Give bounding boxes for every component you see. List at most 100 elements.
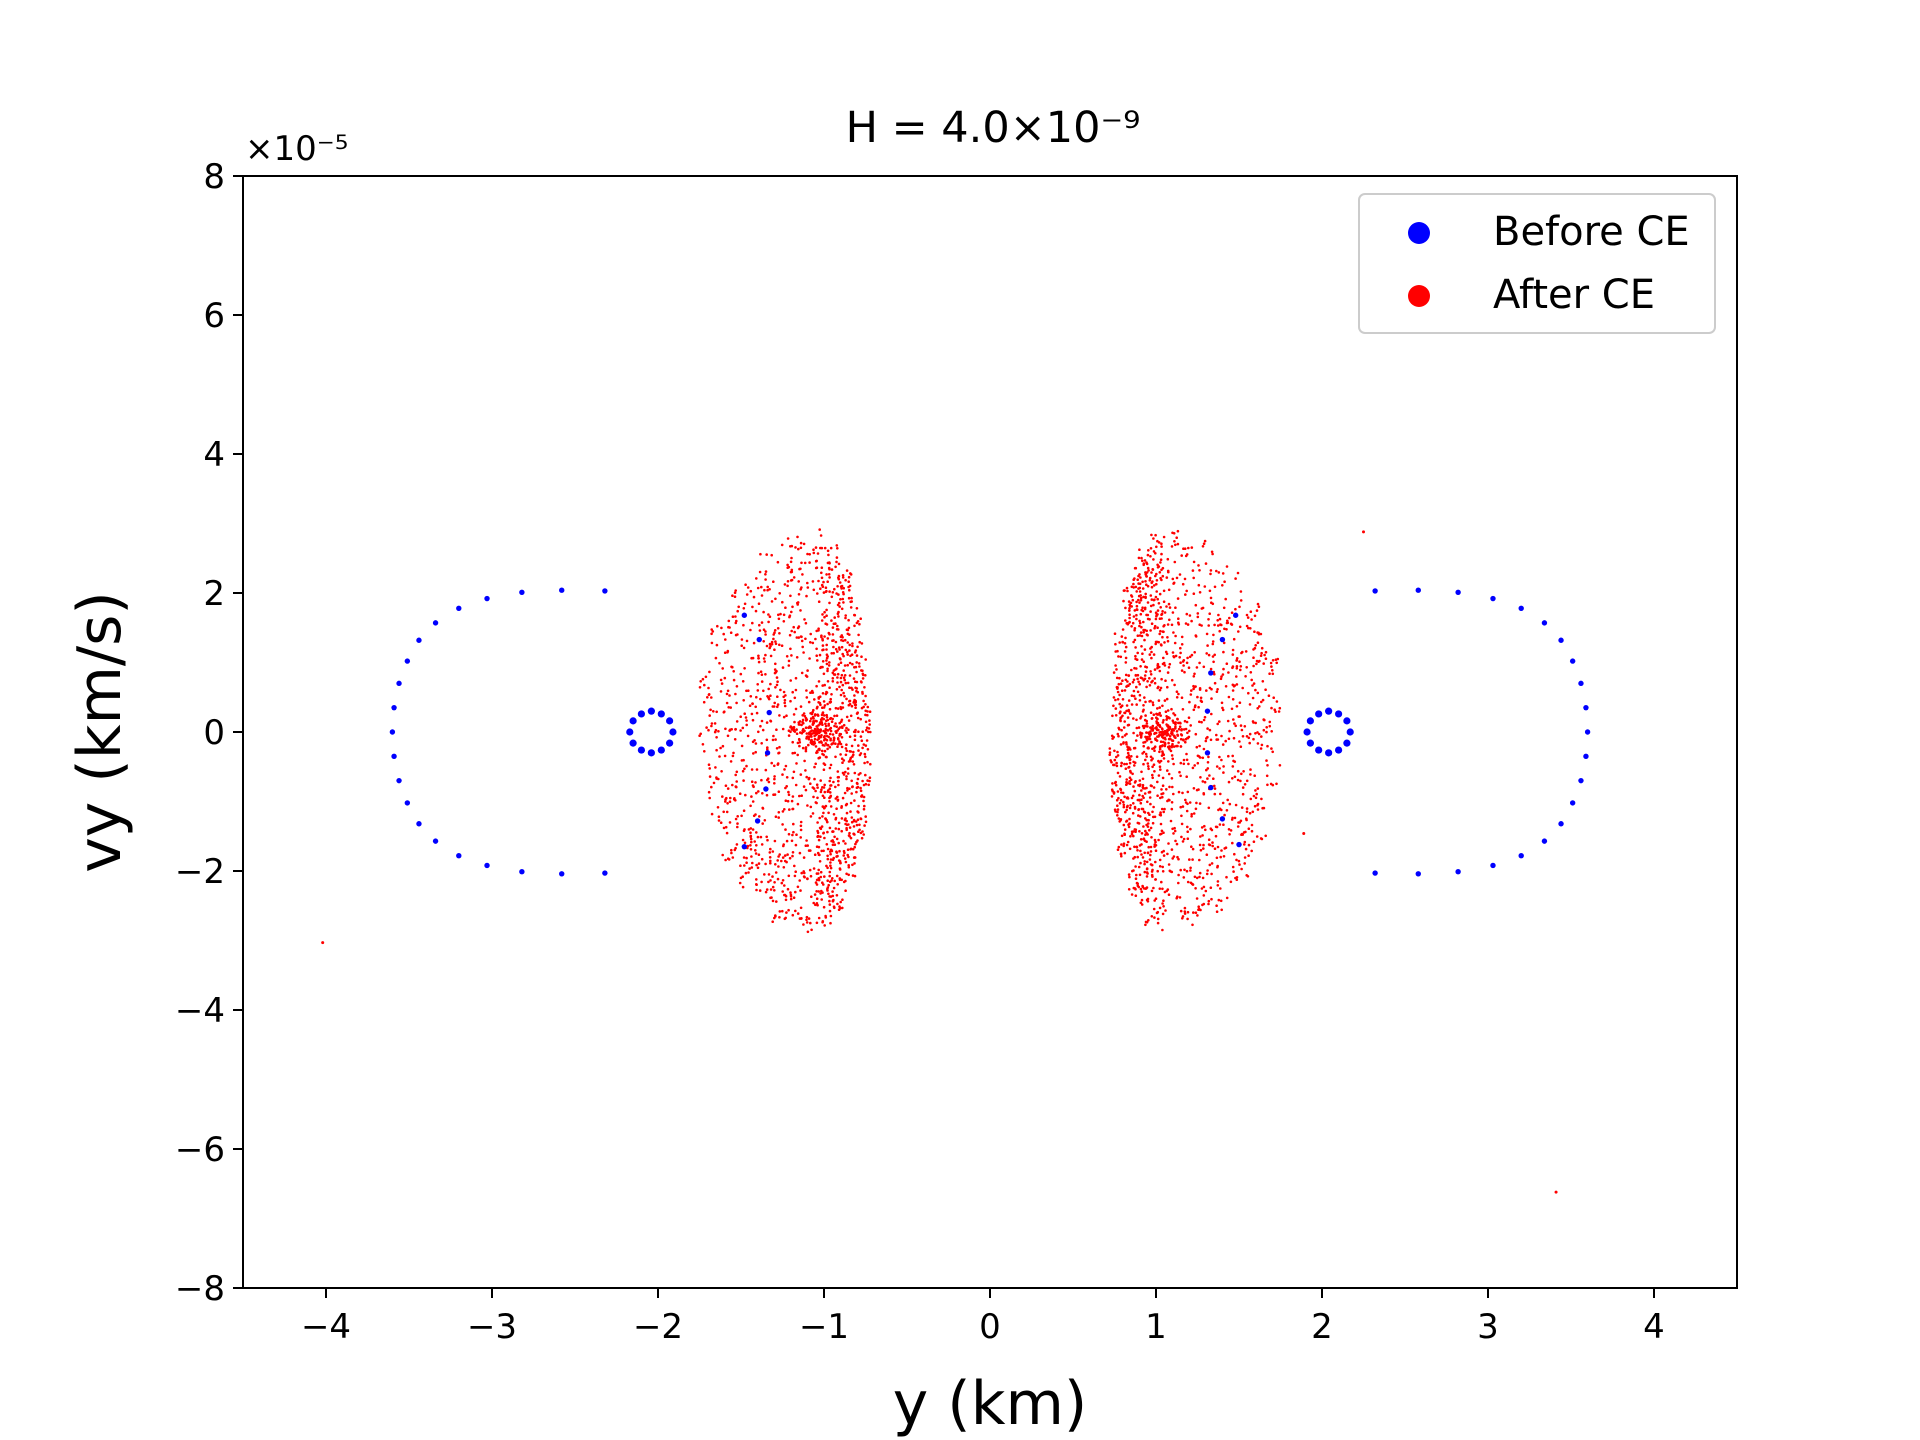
after-ce-point [851,760,855,763]
after-ce-point [864,703,867,706]
after-ce-point [755,863,758,867]
after-ce-point [705,726,708,729]
after-ce-point [1224,739,1227,743]
after-ce-point [824,722,827,725]
after-ce-point [824,817,827,820]
after-ce-point [1112,704,1115,708]
after-ce-point [1189,827,1192,831]
after-ce-point [835,725,838,728]
after-ce-point [1160,677,1163,681]
after-ce-point [1127,825,1131,829]
after-ce-point [1198,858,1201,862]
after-ce-point [851,662,854,666]
after-ce-point [853,771,857,775]
after-ce-point [1181,660,1185,663]
after-ce-point [1153,677,1156,680]
after-ce-point [1143,718,1147,722]
after-ce-point [1173,713,1177,717]
after-ce-point [852,763,856,766]
after-ce-point [734,773,737,777]
after-ce-point [813,893,817,896]
after-ce-point [1170,848,1174,851]
after-ce-point [734,846,737,850]
after-ce-point [777,790,781,793]
after-ce-point [1161,574,1165,578]
after-ce-point [862,699,865,703]
after-ce-point [1210,897,1213,901]
after-ce-point [819,587,822,590]
after-ce-point [831,639,834,642]
after-ce-point [1116,790,1120,793]
after-ce-point [1133,828,1137,831]
after-ce-point [1133,746,1137,750]
after-ce-point [1253,646,1257,650]
after-ce-point [1136,677,1139,681]
after-ce-point [729,760,733,763]
after-ce-point [1136,882,1139,885]
after-ce-point [1133,855,1137,859]
after-ce-point [801,714,804,717]
after-ce-point [1139,631,1143,634]
after-ce-point [849,714,853,718]
after-ce-point [823,615,826,619]
after-ce-point [794,676,798,680]
after-ce-point [1136,651,1139,655]
after-ce-point [1210,550,1214,554]
after-ce-point [1216,845,1220,849]
after-ce-point [1160,829,1164,833]
after-ce-point [816,821,819,824]
after-ce-point [836,612,840,615]
after-ce-point [1266,783,1269,787]
after-ce-point [724,727,727,731]
after-ce-point [749,844,752,847]
after-ce-point [1152,713,1156,716]
after-ce-point [1167,760,1170,763]
after-ce-point [710,696,713,699]
after-ce-point [793,630,796,634]
after-ce-point [846,632,850,636]
after-ce-point [864,782,868,786]
after-ce-point [1156,921,1160,925]
after-ce-point [750,780,754,783]
after-ce-point [829,794,833,798]
after-ce-point [1119,710,1122,713]
after-ce-point [840,645,844,649]
after-ce-point [824,755,828,759]
after-ce-point [1178,573,1182,576]
after-ce-point [1202,902,1206,906]
after-ce-point [1124,661,1128,664]
after-ce-point [1156,597,1159,601]
after-ce-point [797,580,800,583]
legend-box [1358,193,1716,334]
after-ce-point [777,617,781,621]
after-ce-point [1208,612,1211,615]
before-ce-point [484,595,490,602]
after-ce-point [1223,627,1226,631]
after-ce-point [1214,834,1218,838]
after-ce-point [782,613,786,617]
before-ce-point [602,870,608,876]
after-ce-point [1155,579,1159,582]
after-ce-point [739,729,742,732]
after-ce-point [1154,642,1157,646]
after-ce-point [1158,688,1162,692]
after-ce-point [1167,893,1171,896]
before-ce-point [1208,670,1214,676]
after-ce-point [1125,796,1129,800]
after-ce-point [1155,720,1158,723]
after-ce-point [858,828,861,832]
after-ce-point [745,639,749,643]
before-ce-point [389,729,396,735]
before-ce-point [1306,717,1314,725]
after-ce-point [820,749,824,753]
after-ce-point [1134,830,1137,833]
after-ce-point [764,673,767,676]
after-ce-point [813,734,816,738]
after-ce-point [1206,777,1209,780]
after-ce-point [1118,728,1121,731]
after-ce-point [798,851,802,855]
after-ce-point [1117,682,1121,686]
after-ce-point [1148,790,1152,794]
after-ce-point [1119,705,1123,709]
after-ce-point [1165,652,1169,656]
